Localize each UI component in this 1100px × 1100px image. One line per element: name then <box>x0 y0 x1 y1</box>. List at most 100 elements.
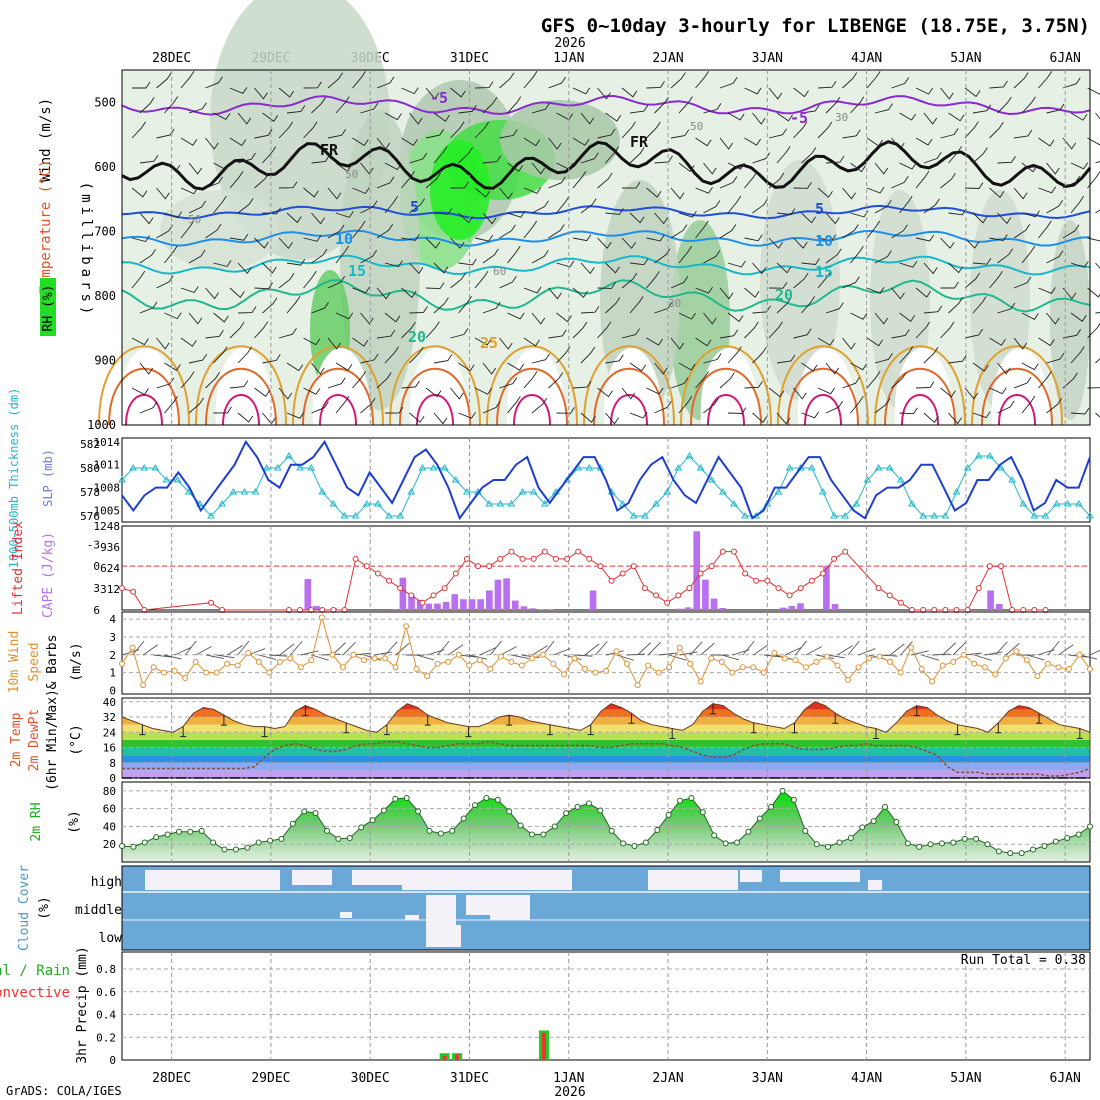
wind-barb <box>940 128 959 139</box>
cape-bar <box>995 603 1003 610</box>
wind-barb <box>229 137 247 147</box>
lifted-index-line-point <box>641 585 648 592</box>
wind-barb <box>874 200 892 214</box>
rh2m-line-point <box>426 827 433 834</box>
rh2m-line-point <box>995 848 1002 855</box>
temp-minmax-bar <box>343 722 350 734</box>
wind-barb <box>874 103 893 114</box>
rh2m-line-point <box>472 802 479 809</box>
wind-barb <box>923 152 942 164</box>
cape-bar <box>477 599 484 610</box>
wind-barb <box>352 71 366 89</box>
wind-barb <box>401 137 418 147</box>
wind-barb <box>335 395 350 414</box>
wind10m-barb <box>753 644 769 656</box>
wind-barb <box>1095 160 1100 164</box>
temp2m-tick: 8 <box>109 757 116 770</box>
wind-barb <box>474 337 492 346</box>
isotherm-30 <box>690 367 762 426</box>
thickness-line-point <box>629 512 638 519</box>
wind10m-barb <box>647 641 661 656</box>
wind10m-barb <box>447 644 464 656</box>
wind-barb <box>793 272 809 289</box>
wind-barb <box>327 337 342 350</box>
wind-barb <box>744 87 762 95</box>
wind-barb <box>507 362 524 371</box>
wind-barb <box>180 70 195 89</box>
date-label-bottom: 2JAN <box>652 1071 683 1086</box>
wind-barb <box>188 200 206 214</box>
thickness-line-point <box>941 512 950 519</box>
wind10m-barb <box>668 654 687 661</box>
wind-barb <box>891 176 909 189</box>
wind-barb <box>621 181 641 189</box>
lifted-index-line-point <box>708 563 715 570</box>
wind-barb <box>556 346 571 364</box>
wind-barb <box>752 262 767 275</box>
wind-barb <box>825 302 844 314</box>
wind-barb <box>450 272 466 289</box>
wind10m-speed-line-point <box>171 667 178 674</box>
date-label-bottom: 5JAN <box>950 1071 981 1086</box>
wind-barb <box>719 224 737 239</box>
wind10m-speed-line-point <box>234 662 241 669</box>
rh2m-line-point <box>790 796 797 803</box>
wind-barb <box>205 372 220 389</box>
wind-barb <box>1046 103 1065 114</box>
thickness-line-point <box>974 452 983 459</box>
wind-barb <box>964 237 980 249</box>
wind10m-barb <box>921 654 940 661</box>
precip-tick: 0.6 <box>96 986 116 999</box>
wind-barb <box>156 128 175 139</box>
wind-barb <box>401 380 420 389</box>
isotherm-30 <box>593 367 665 426</box>
wind-barb <box>523 286 542 294</box>
wind10m-barb <box>847 640 860 656</box>
wind10m-barb <box>826 654 845 659</box>
wind-barb <box>1013 276 1032 289</box>
wind-barb <box>131 270 146 289</box>
slp-tick: 1008 <box>94 482 121 495</box>
wind-barb <box>262 207 281 215</box>
isotherm-35 <box>998 394 1036 426</box>
wind-barb <box>670 129 690 139</box>
date-label-top: 2JAN <box>652 51 683 66</box>
wind-barb <box>360 312 374 325</box>
wind-barb <box>262 297 278 314</box>
wind-barb <box>597 87 611 100</box>
wind10m-speed-line-point <box>350 651 357 658</box>
wind-barb <box>948 112 965 122</box>
wind-barb <box>793 121 808 139</box>
wind-barb <box>401 287 417 299</box>
temp-band <box>122 709 1090 718</box>
wind-barb <box>205 176 223 189</box>
cape-bar <box>486 590 493 610</box>
wind-barb <box>727 195 742 214</box>
wind10m-speed-line-point <box>603 667 609 674</box>
thickness-line-point <box>1008 476 1016 483</box>
wind-barb <box>205 137 219 150</box>
upper-temp-label: Temperature (°C) <box>38 160 54 295</box>
wind-barb <box>646 187 662 198</box>
rh2m-line-point <box>825 843 832 850</box>
isotherm-30 <box>108 367 180 426</box>
rh2m-line-point <box>699 809 706 816</box>
wind10m-speed-line-point <box>255 658 262 665</box>
wind-barb <box>425 87 440 100</box>
thickness-line-point <box>340 512 349 519</box>
wind-barb <box>678 96 693 114</box>
rh2m-line-point <box>221 846 228 853</box>
lifted-index-line-point <box>408 592 415 599</box>
wind-barb <box>727 346 742 364</box>
rh2m-line-point <box>836 839 843 846</box>
wind-barb <box>972 212 988 224</box>
cape-bar <box>408 595 415 610</box>
wind-barb <box>311 155 330 164</box>
cloud-clear-cell <box>466 895 491 915</box>
rh2m-tick: 60 <box>103 803 116 816</box>
wind-barb <box>482 248 499 264</box>
wind-barb <box>1013 376 1032 389</box>
lifted-index-line-point <box>419 599 426 606</box>
wind-barb <box>409 198 425 214</box>
wind-barb <box>1062 137 1077 150</box>
